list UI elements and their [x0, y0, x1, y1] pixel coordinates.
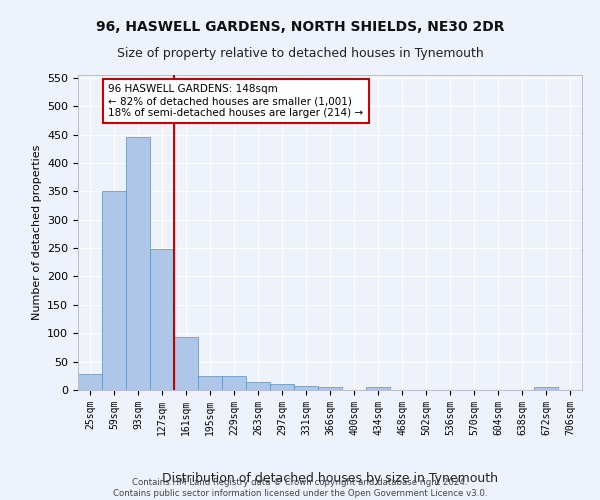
Bar	[126, 138, 150, 390]
Bar	[222, 376, 246, 390]
Bar	[150, 249, 174, 390]
Text: Contains HM Land Registry data © Crown copyright and database right 2024.
Contai: Contains HM Land Registry data © Crown c…	[113, 478, 487, 498]
Bar	[246, 382, 270, 390]
Bar	[78, 374, 102, 390]
Bar	[198, 376, 222, 390]
Bar	[318, 387, 342, 390]
Bar	[366, 387, 390, 390]
Text: Distribution of detached houses by size in Tynemouth: Distribution of detached houses by size …	[162, 472, 498, 485]
Bar	[294, 386, 318, 390]
Bar	[174, 337, 198, 390]
Text: 96, HASWELL GARDENS, NORTH SHIELDS, NE30 2DR: 96, HASWELL GARDENS, NORTH SHIELDS, NE30…	[96, 20, 504, 34]
Text: 96 HASWELL GARDENS: 148sqm
← 82% of detached houses are smaller (1,001)
18% of s: 96 HASWELL GARDENS: 148sqm ← 82% of deta…	[108, 84, 364, 117]
Text: Size of property relative to detached houses in Tynemouth: Size of property relative to detached ho…	[116, 48, 484, 60]
Y-axis label: Number of detached properties: Number of detached properties	[32, 145, 41, 320]
Bar	[534, 387, 558, 390]
Bar	[102, 192, 126, 390]
Bar	[270, 384, 294, 390]
